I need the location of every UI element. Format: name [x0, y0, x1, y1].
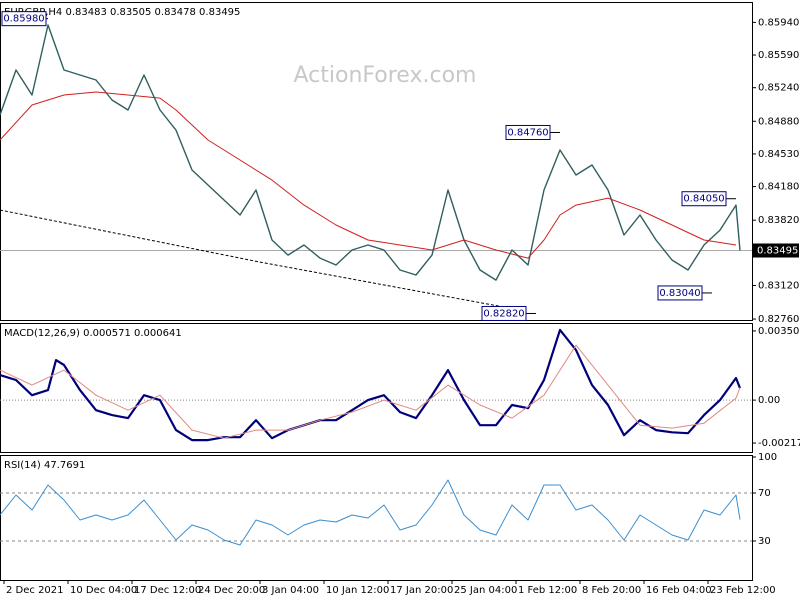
y-tick-label: 0.82760 [758, 314, 799, 325]
annotation-box [1, 11, 47, 27]
y-tick-label: 0.83120 [758, 280, 799, 291]
y-tick-label: 0.84180 [758, 182, 799, 193]
x-tick-label: 24 Dec 20:00 [198, 585, 265, 596]
annotation-box [481, 305, 527, 321]
current-price-label: 0.83495 [757, 245, 798, 256]
rsi-panel [0, 455, 753, 581]
annotation-label: 0.82820 [483, 308, 524, 319]
x-tick-label: 1 Feb 12:00 [518, 585, 577, 596]
x-tick-label: 17 Jan 20:00 [390, 585, 453, 596]
annotation-label: 0.85980 [3, 14, 44, 25]
x-tick-label: 10 Dec 04:00 [70, 585, 137, 596]
x-tick-label: 3 Jan 04:00 [262, 585, 319, 596]
y-tick-label: 100 [758, 452, 777, 463]
x-tick-label: 17 Dec 12:00 [134, 585, 201, 596]
annotation-label: 0.83040 [659, 288, 700, 299]
x-tick-label: 10 Jan 12:00 [326, 585, 389, 596]
y-tick-label: 70 [758, 488, 771, 499]
annotation-label: 0.84050 [683, 194, 724, 205]
y-tick-label: 30 [758, 536, 771, 547]
annotation-box [505, 124, 551, 140]
panel-title: MACD(12,26,9) 0.000571 0.000641 [4, 328, 182, 339]
y-tick-label: 0.85240 [758, 83, 799, 94]
panel-title: EURGBP,H4 0.83483 0.83505 0.83478 0.8349… [4, 7, 240, 18]
x-tick-label: 8 Feb 20:00 [582, 585, 641, 596]
macd-panel [0, 323, 753, 453]
y-tick-label: 0.85590 [758, 50, 799, 61]
series-line [0, 328, 742, 442]
y-tick-label: 0.00 [758, 395, 780, 406]
annotation-box [681, 191, 727, 207]
series-line [0, 344, 741, 439]
series-line [0, 209, 521, 311]
x-tick-label: 23 Feb 12:00 [710, 585, 776, 596]
x-tick-label: 2 Dec 2021 [6, 585, 64, 596]
watermark: ActionForex.com [294, 63, 477, 88]
annotation-box [657, 285, 703, 301]
series-line [0, 24, 741, 281]
price-panel [0, 2, 753, 321]
current-price-box [753, 243, 799, 258]
x-tick-label: 25 Jan 04:00 [454, 585, 517, 596]
x-tick-label: 16 Feb 04:00 [646, 585, 712, 596]
series-line [0, 91, 737, 259]
y-tick-label: 0.003509 [758, 326, 800, 337]
y-tick-label: 0.83820 [758, 215, 799, 226]
panel-title: RSI(14) 47.7691 [4, 460, 85, 471]
y-tick-label: 0.84530 [758, 149, 799, 160]
y-tick-label: -0.002176 [758, 438, 800, 449]
series-line [0, 479, 741, 546]
annotation-label: 0.84760 [507, 127, 548, 138]
y-tick-label: 0.85940 [758, 17, 799, 28]
y-tick-label: 0.84880 [758, 116, 799, 127]
